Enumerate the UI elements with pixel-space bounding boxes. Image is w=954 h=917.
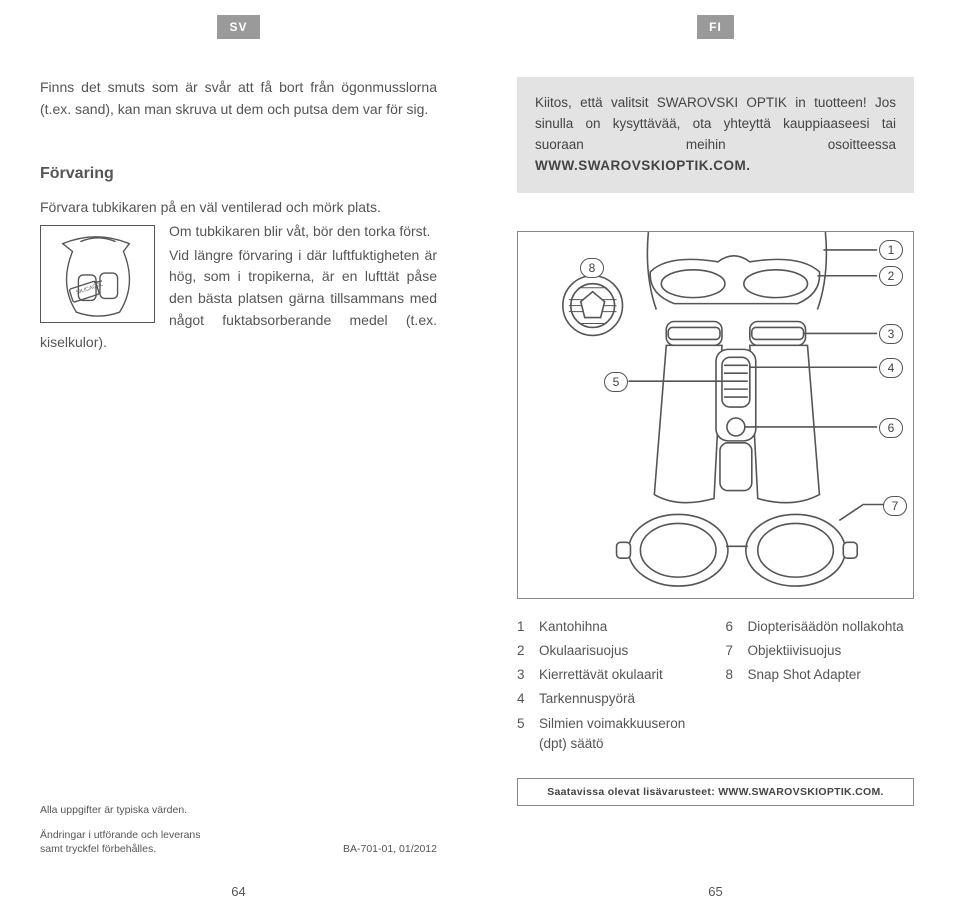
callout-3: 3 [879,324,903,344]
callout-1: 1 [879,240,903,260]
page-number-left: 64 [0,884,477,899]
legend-item: 3Kierrettävät okulaarit [517,665,706,685]
footer-line-2: Ändringar i utförande och leverans samt … [40,828,201,857]
silicagel-illustration: SILICAGEL [40,225,155,323]
callout-5: 5 [604,372,628,392]
footer-left: Alla uppgifter är typiska värden. Ändrin… [40,803,437,897]
legend-item: 2Okulaarisuojus [517,641,706,661]
legend-item: 7Objektiivisuojus [726,641,915,661]
doc-code: BA-701-01, 01/2012 [343,842,437,857]
footer-line-1: Alla uppgifter är typiska värden. [40,803,437,818]
thanks-url: WWW.SWAROVSKIOPTIK.COM. [535,158,751,173]
page-left: SV Finns det smuts som är svår att få bo… [0,0,477,917]
intro-paragraph: Finns det smuts som är svår att få bort … [40,77,437,120]
thanks-text: Kiitos, että valitsit SWAROVSKI OPTIK in… [535,95,896,152]
page-right: FI Kiitos, että valitsit SWAROVSKI OPTIK… [477,0,954,917]
legend-item: 8Snap Shot Adapter [726,665,915,685]
heading-forvaring: Förvaring [40,165,437,183]
callout-4: 4 [879,358,903,378]
legend-item: 4Tarkennuspyörä [517,689,706,709]
accessories-box: Saatavissa olevat lisävarusteet: WWW.SWA… [517,778,914,806]
lang-badge-fi: FI [697,15,734,39]
legend-col-right: 6Diopterisäädön nollakohta 7Objektiivisu… [726,617,915,759]
legend-col-left: 1Kantohihna 2Okulaarisuojus 3Kierrettävä… [517,617,706,759]
legend-item: 6Diopterisäädön nollakohta [726,617,915,637]
storage-wrap-block: SILICAGEL Om tubkikaren blir våt, bör de… [40,221,437,353]
lang-badge-sv: SV [217,15,259,39]
thanks-box: Kiitos, että valitsit SWAROVSKI OPTIK in… [517,77,914,193]
legend-item: 1Kantohihna [517,617,706,637]
callout-8: 8 [580,258,604,278]
page-number-right: 65 [477,884,954,899]
callout-2: 2 [879,266,903,286]
callout-6: 6 [879,418,903,438]
legend-item: 5Silmien voimakkuus­eron (dpt) säätö [517,714,706,755]
legend: 1Kantohihna 2Okulaarisuojus 3Kierrettävä… [517,617,914,759]
binocular-diagram: 1 2 3 4 5 6 7 8 [517,231,914,599]
callout-7: 7 [883,496,907,516]
storage-para-1: Förvara tubkikaren på en väl ventilerad … [40,197,437,219]
